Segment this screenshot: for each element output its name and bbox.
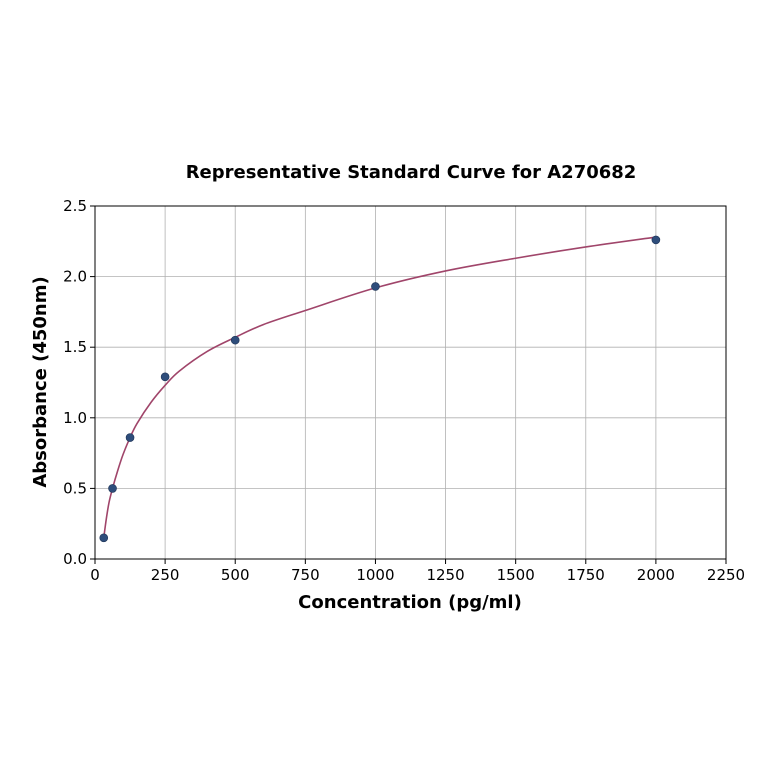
data-point [125,433,135,442]
plot-frame [94,205,727,560]
x-tick-label: 1500 [497,566,535,584]
data-point [99,533,109,543]
data-point [651,235,661,245]
y-tick-label: 2.0 [63,268,87,286]
y-tick-label: 2.5 [63,197,87,215]
chart-title: Representative Standard Curve for A27068… [186,162,637,183]
data-point [108,484,117,493]
fit-curve-layer [102,236,657,538]
x-tick-label: 2250 [707,566,745,584]
y-tick-label: 1.0 [63,409,87,427]
data-point [371,282,380,291]
x-tick-label: 1750 [567,566,605,584]
y-tick-label: 0.5 [63,479,87,497]
data-points-layer [99,235,661,543]
fit-curve-line [102,236,657,538]
y-axis-label: Absorbance (450nm) [30,276,51,487]
data-point [230,335,240,345]
y-tick-label: 1.5 [63,338,87,356]
x-tick-label: 0 [90,566,100,584]
y-tick-label: 0.0 [63,550,87,568]
data-point [160,372,170,382]
grid-lines [94,205,727,560]
x-axis-label: Concentration (pg/ml) [298,592,522,613]
x-tick-label: 250 [151,566,180,584]
x-tick-label: 1000 [356,566,394,584]
x-tick-label: 500 [221,566,250,584]
x-tick-label: 2000 [637,566,675,584]
x-tick-label: 1250 [426,566,464,584]
axis-ticks: 0 250 500 750 1000 1250 1500 1750 2000 2250 0.0 0.5… [63,197,745,584]
x-tick-label: 750 [291,566,320,584]
